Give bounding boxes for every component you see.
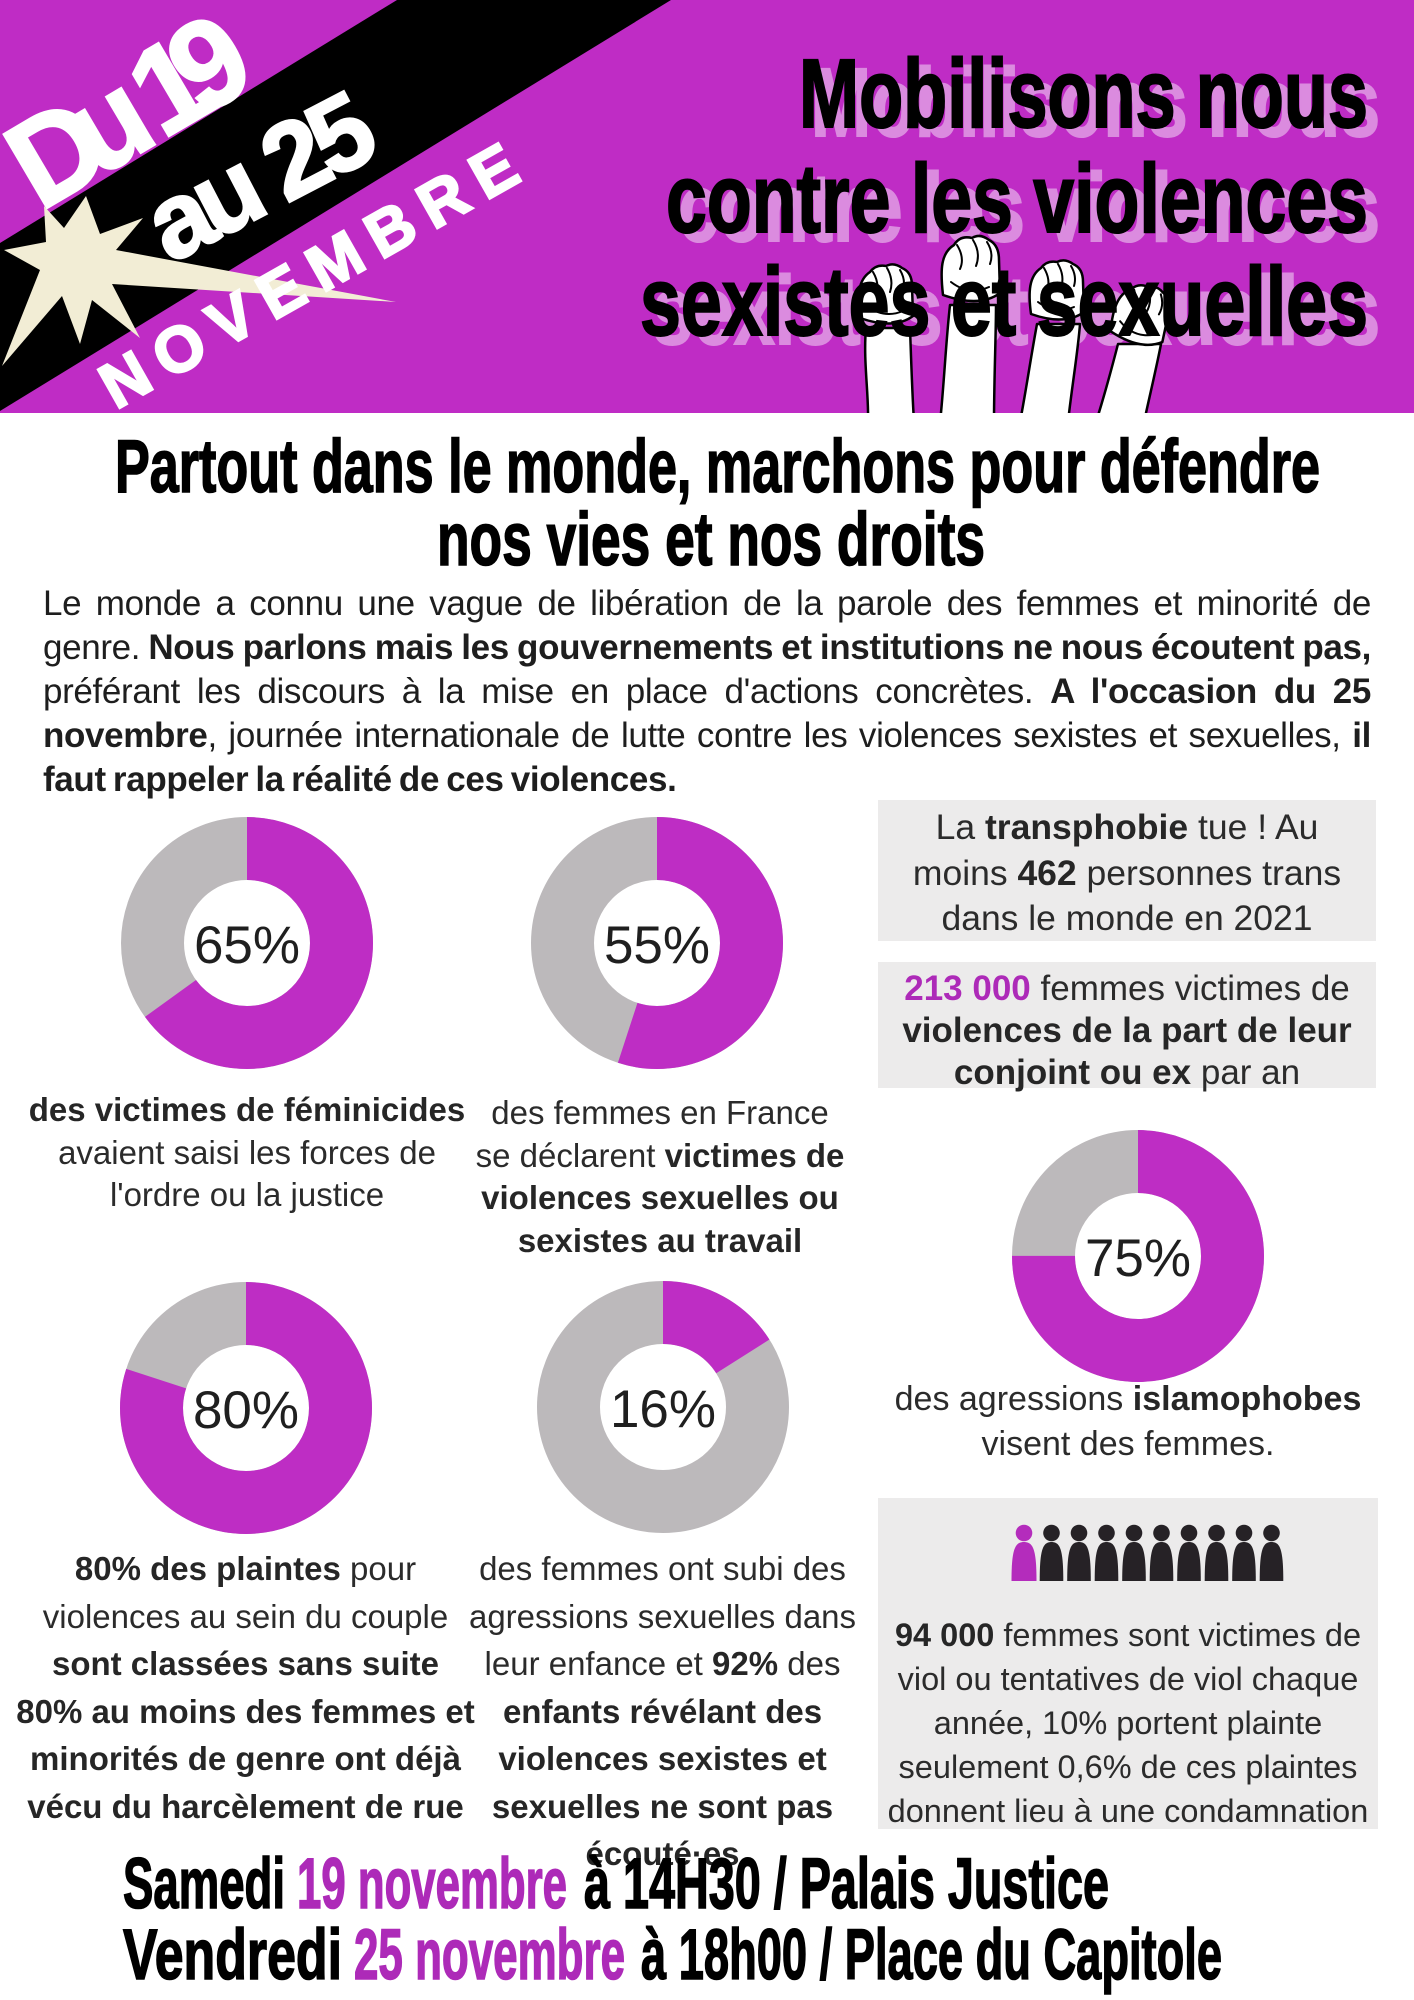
- svg-text:80%: 80%: [193, 1381, 299, 1440]
- svg-text:16%: 16%: [610, 1380, 716, 1439]
- svg-text:Vendredi: Vendredi: [123, 1916, 342, 1995]
- svg-text:à 18h00 / Place du Capitole: à 18h00 / Place du Capitole: [641, 1916, 1222, 1995]
- svg-text:65%: 65%: [194, 916, 300, 975]
- svg-text:contre les violences: contre les violences: [666, 144, 1368, 253]
- svg-text:sexistes et sexuelles: sexistes et sexuelles: [652, 256, 1380, 365]
- svg-text:à 14H30 / Palais Justice: à 14H30 / Palais Justice: [584, 1845, 1109, 1924]
- svg-text:Mobilisons nous: Mobilisons nous: [811, 48, 1380, 157]
- svg-text:75%: 75%: [1085, 1229, 1191, 1288]
- svg-text:nos vies et nos droits: nos vies et nos droits: [437, 497, 985, 581]
- svg-text:Partout dans le monde, marchon: Partout dans le monde, marchons pour déf…: [115, 424, 1320, 508]
- svg-text:sexistes et sexuelles: sexistes et sexuelles: [640, 247, 1368, 356]
- svg-text:25 novembre: 25 novembre: [354, 1916, 625, 1995]
- svg-text:55%: 55%: [604, 916, 710, 975]
- svg-text:Samedi: Samedi: [123, 1845, 285, 1924]
- svg-text:19 novembre: 19 novembre: [297, 1845, 567, 1924]
- svg-text:Mobilisons nous: Mobilisons nous: [799, 39, 1368, 148]
- svg-text:contre les violences: contre les violences: [678, 153, 1380, 262]
